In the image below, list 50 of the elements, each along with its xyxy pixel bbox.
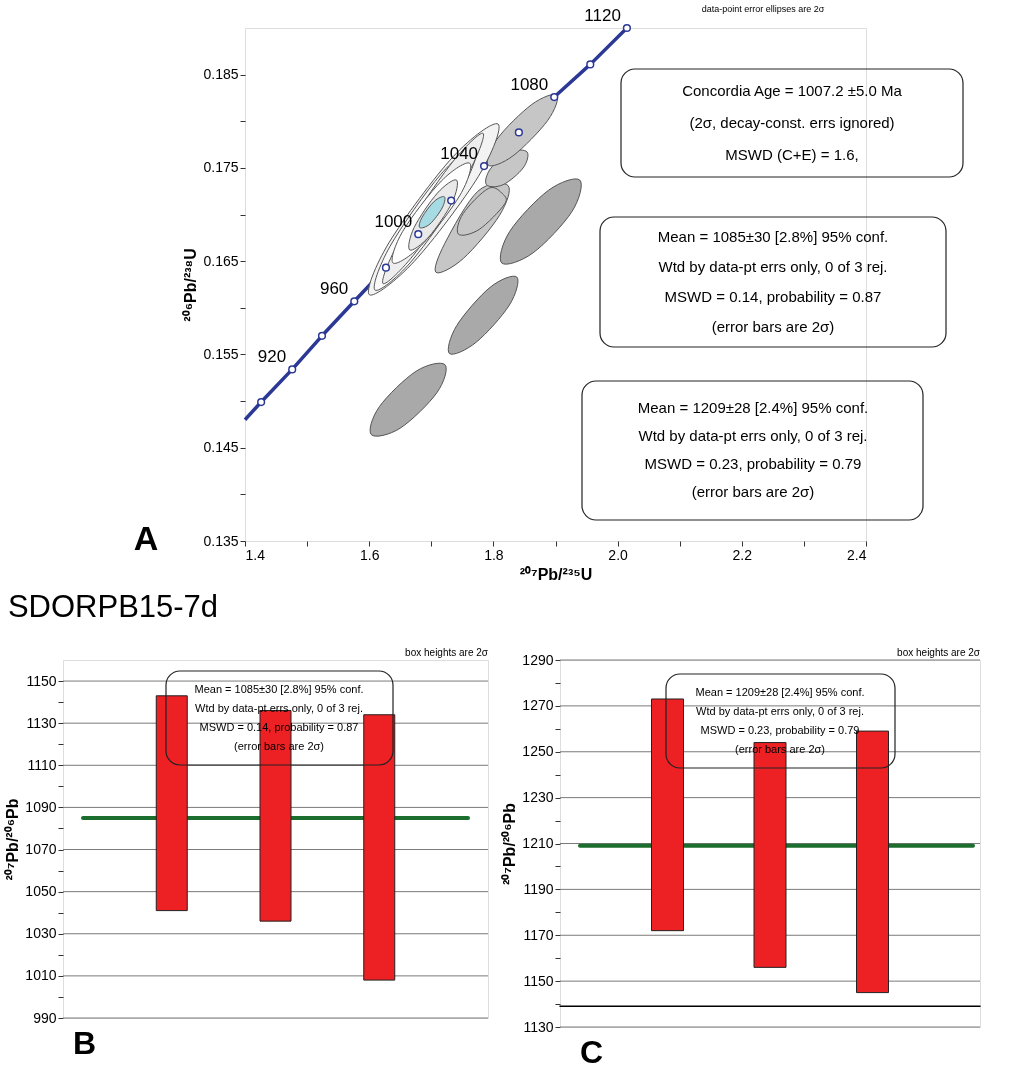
y-tick-label: 1090 [25, 798, 57, 815]
y-tick-label: 1190 [523, 880, 554, 897]
annotation: Concordia Age = 1007.2 ±5.0 Ma (2σ, decay-const. errs ignored) MSWD (C+E) = 1.6, [682, 81, 903, 163]
y-tick-label: 1050 [25, 883, 57, 900]
y-tick-label: 0.145 [203, 439, 239, 456]
y-tick-label: 1130 [26, 714, 57, 731]
annotation: 1000 [374, 212, 413, 232]
y-tick-label: 1170 [523, 926, 554, 943]
y-axis-title: ²⁰⁷Pb/²⁰⁶Pb [4, 798, 22, 881]
annotation: 960 [319, 279, 349, 299]
y-tick-label: 0.155 [203, 345, 239, 362]
y-axis-title: ²⁰⁷Pb/²⁰⁶Pb [501, 802, 519, 885]
x-tick-label: 1.6 [359, 546, 380, 563]
x-axis-title: ²⁰⁷Pb/²³⁵U [519, 565, 593, 583]
y-tick-label: 1150 [26, 672, 57, 689]
x-tick-label: 2.0 [608, 546, 629, 563]
y-tick-label: 0.135 [203, 532, 239, 549]
y-axis-title: ²⁰⁶Pb/²³⁸U [182, 248, 200, 322]
y-tick-label: 1150 [523, 972, 554, 989]
annotation: Mean = 1209±28 [2.4%] 95% conf. Wtd by data-pt errs only, 0 of 3 rej. MSWD = 0.23, probability = 0.79 (error bars are 2σ) [637, 398, 869, 500]
y-tick-label: 0.175 [203, 159, 239, 176]
y-tick-label: 0.185 [203, 66, 239, 83]
y-tick-label: 1130 [523, 1018, 554, 1035]
y-tick-label: 1290 [522, 651, 554, 668]
text: B [73, 1025, 97, 1061]
annotation: Mean = 1085±30 [2.8%] 95% conf. Wtd by data-pt errs only, 0 of 3 rej. MSWD = 0.14, probability = 0.87 (error bars are 2σ) [657, 227, 889, 335]
annotation: 1120 [584, 6, 621, 25]
annotation: 920 [257, 347, 287, 367]
y-tick-label: 1030 [25, 925, 57, 942]
x-tick-label: 2.2 [732, 546, 753, 563]
x-tick-label: 2.4 [847, 546, 867, 563]
annotation: 1040 [440, 144, 479, 164]
y-tick-label: 1270 [522, 697, 554, 714]
text: SDORPB15-7d [7, 588, 219, 624]
y-tick-label: 1110 [27, 756, 57, 773]
text: box heights are 2σ [405, 647, 489, 658]
x-tick-label: 1.8 [484, 546, 504, 563]
x-tick-label: 1.4 [245, 546, 266, 563]
text: C [580, 1034, 604, 1070]
y-tick-label: 990 [33, 1009, 57, 1026]
text: data-point error ellipses are 2σ [701, 3, 825, 14]
y-tick-label: 0.165 [203, 252, 239, 269]
y-tick-label: 1210 [522, 835, 554, 851]
text: box heights are 2σ [897, 647, 981, 658]
annotation: 1080 [510, 75, 549, 95]
y-tick-label: 1010 [25, 967, 57, 984]
y-tick-label: 1250 [522, 743, 554, 760]
y-tick-label: 1070 [25, 841, 57, 858]
text: A [133, 519, 159, 557]
y-tick-label: 1230 [522, 789, 554, 806]
